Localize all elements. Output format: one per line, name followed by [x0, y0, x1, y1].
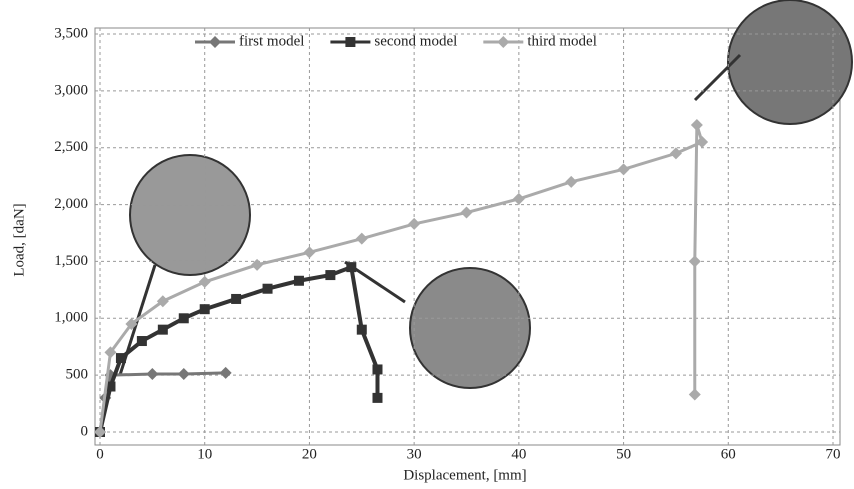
series-line: [100, 373, 226, 432]
marker: [618, 163, 630, 175]
y-tick-label: 500: [66, 367, 89, 383]
marker: [178, 368, 190, 380]
y-tick-label: 2,500: [54, 139, 88, 155]
x-axis-label: Displacement, [mm]: [403, 467, 526, 483]
legend-item: second model: [330, 33, 457, 49]
marker: [220, 367, 232, 379]
photo-inset: [728, 0, 852, 124]
y-tick-label: 1,000: [54, 310, 88, 326]
marker: [345, 37, 355, 47]
marker: [565, 176, 577, 188]
marker: [303, 246, 315, 258]
marker: [691, 119, 703, 131]
marker: [199, 276, 211, 288]
chart: Displacement, [mm] Load, [daN] 05001,000…: [0, 0, 854, 489]
legend-label: first model: [239, 33, 304, 49]
x-tick-label: 60: [721, 446, 736, 462]
marker: [200, 304, 210, 314]
x-tick-label: 50: [616, 446, 631, 462]
y-tick-label: 0: [81, 423, 89, 439]
marker: [372, 393, 382, 403]
marker: [137, 336, 147, 346]
annotations: [120, 0, 852, 388]
marker: [408, 218, 420, 230]
marker: [670, 147, 682, 159]
marker: [461, 207, 473, 219]
marker: [146, 368, 158, 380]
marker: [346, 262, 356, 272]
marker: [513, 193, 525, 205]
x-tick-label: 30: [407, 446, 422, 462]
x-tick-label: 40: [511, 446, 526, 462]
marker: [497, 36, 509, 48]
legend-item: first model: [195, 33, 304, 49]
marker: [231, 294, 241, 304]
y-tick-label: 3,000: [54, 82, 88, 98]
photo-inset: [130, 155, 250, 275]
marker: [294, 276, 304, 286]
series: [95, 262, 382, 437]
marker: [372, 364, 382, 374]
marker: [689, 255, 701, 267]
x-tick-label: 10: [197, 446, 212, 462]
marker: [251, 259, 263, 271]
marker: [263, 284, 273, 294]
x-tick-label: 20: [302, 446, 317, 462]
marker: [357, 325, 367, 335]
marker: [209, 36, 221, 48]
marker: [158, 325, 168, 335]
marker: [179, 313, 189, 323]
legend-item: third model: [483, 33, 597, 49]
y-tick-label: 2,000: [54, 196, 88, 212]
y-tick-label: 3,500: [54, 25, 88, 41]
x-tick-label: 70: [826, 446, 841, 462]
y-tick-label: 1,500: [54, 253, 88, 269]
legend-label: second model: [374, 33, 457, 49]
marker: [116, 353, 126, 363]
photo-inset: [410, 268, 530, 388]
x-tick-label: 0: [96, 446, 104, 462]
marker: [356, 233, 368, 245]
marker: [325, 270, 335, 280]
legend-label: third model: [527, 33, 597, 49]
marker: [689, 388, 701, 400]
series-line: [100, 267, 377, 432]
y-axis-label: Load, [daN]: [11, 203, 27, 276]
